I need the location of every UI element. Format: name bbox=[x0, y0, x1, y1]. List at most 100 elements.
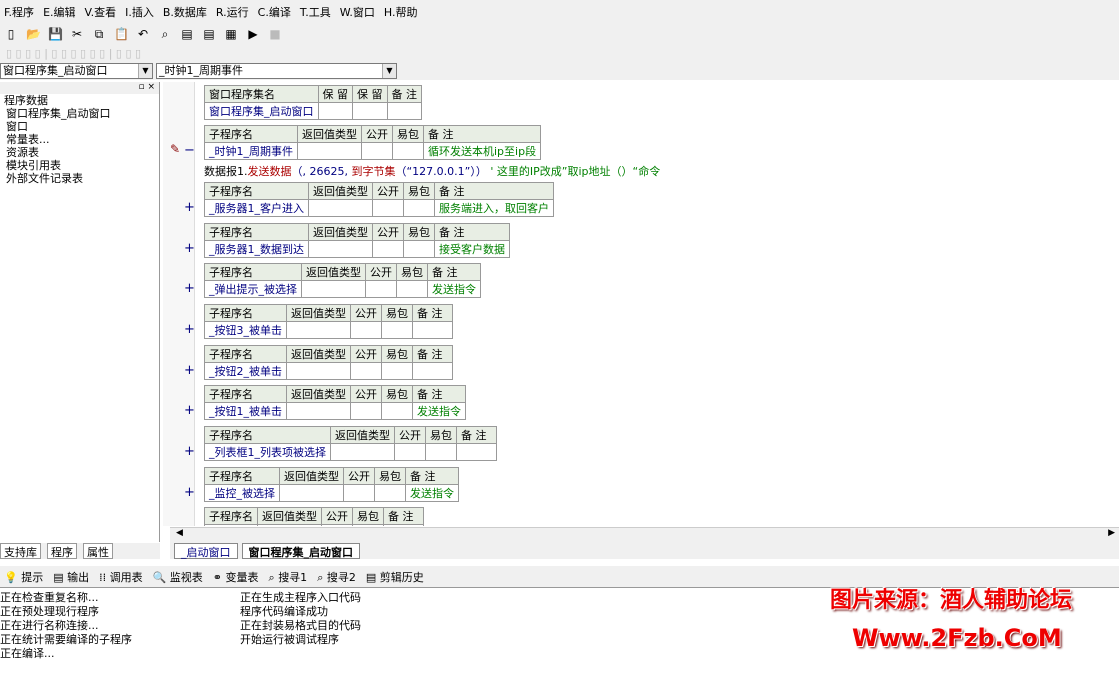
output-tab[interactable]: ⌕ 搜寻2 bbox=[317, 569, 356, 585]
layout3-icon[interactable]: ▦ bbox=[225, 27, 237, 41]
chevron-down-icon[interactable]: ▼ bbox=[138, 64, 152, 78]
sub-name-cell[interactable]: _时钟1_周期事件 bbox=[204, 142, 298, 160]
tree-item[interactable]: 程序数据 bbox=[0, 94, 159, 107]
note-cell[interactable]: 循环发送本机ip至ip段 bbox=[422, 142, 542, 160]
layout2-icon[interactable]: ▤ bbox=[203, 27, 215, 41]
package-cell[interactable] bbox=[381, 402, 413, 420]
output-tab[interactable]: ▤ 输出 bbox=[53, 569, 89, 585]
public-cell[interactable] bbox=[394, 443, 426, 461]
sub-select[interactable]: _时钟1_周期事件 ▼ bbox=[156, 63, 397, 79]
note-cell[interactable] bbox=[412, 362, 453, 380]
output-tab[interactable]: ⚭ 变量表 bbox=[213, 569, 259, 585]
new-icon[interactable]: ▯ bbox=[7, 27, 15, 41]
sub-name-cell[interactable]: _按钮2_被单击 bbox=[204, 362, 287, 380]
sub-name-cell[interactable]: _按钮3_被单击 bbox=[204, 321, 287, 339]
public-cell[interactable] bbox=[321, 524, 353, 526]
note-cell[interactable] bbox=[412, 321, 453, 339]
return-type-cell[interactable] bbox=[286, 402, 351, 420]
sub-name-cell[interactable]: _监控_被选择 bbox=[204, 484, 280, 502]
run-icon[interactable]: ▶ bbox=[248, 27, 258, 41]
left-tab[interactable]: 支持库 bbox=[0, 543, 41, 559]
note-cell[interactable]: 发送指令 bbox=[412, 402, 466, 420]
note-cell[interactable]: 发送指令 bbox=[405, 484, 459, 502]
expand-icon[interactable]: + bbox=[184, 485, 195, 500]
tree-item[interactable]: 窗口程序集_启动窗口 bbox=[0, 107, 159, 120]
output-tab[interactable]: ▤ 剪辑历史 bbox=[366, 569, 424, 585]
doc-tab[interactable]: 窗口程序集_启动窗口 bbox=[241, 543, 360, 559]
note-cell[interactable] bbox=[456, 443, 497, 461]
return-type-cell[interactable] bbox=[297, 142, 362, 160]
assembly-select[interactable]: 窗口程序集_启动窗口 ▼ bbox=[0, 63, 153, 79]
menu-item[interactable]: E.编辑 bbox=[43, 6, 76, 19]
tree-item[interactable]: 资源表 bbox=[0, 146, 159, 159]
cell[interactable] bbox=[386, 102, 422, 120]
sub-name-cell[interactable]: _列表框1_列表项被选择 bbox=[204, 443, 331, 461]
public-cell[interactable] bbox=[350, 402, 382, 420]
public-cell[interactable] bbox=[350, 362, 382, 380]
cell[interactable] bbox=[352, 102, 388, 120]
assembly-name-cell[interactable]: 窗口程序集_启动窗口 bbox=[204, 102, 319, 120]
left-tab[interactable]: 属性 bbox=[83, 543, 113, 559]
note-cell[interactable]: 接受客户数据 bbox=[434, 240, 510, 258]
sub-name-cell[interactable]: _服务器1_数据到达 bbox=[204, 240, 309, 258]
expand-icon[interactable]: + bbox=[184, 525, 195, 526]
package-cell[interactable] bbox=[403, 199, 435, 217]
paste-icon[interactable]: 📋 bbox=[114, 27, 129, 41]
sub-name-cell[interactable]: _弹出提示_被选择 bbox=[204, 280, 302, 298]
return-type-cell[interactable] bbox=[301, 280, 366, 298]
sub-name-cell[interactable] bbox=[204, 524, 258, 526]
expand-icon[interactable]: + bbox=[184, 281, 195, 296]
tree-item[interactable]: 常量表... bbox=[0, 133, 159, 146]
return-type-cell[interactable] bbox=[330, 443, 395, 461]
open-icon[interactable]: 📂 bbox=[26, 27, 41, 41]
undo-icon[interactable]: ↶ bbox=[137, 27, 149, 41]
expand-icon[interactable]: + bbox=[184, 322, 195, 337]
public-cell[interactable] bbox=[350, 321, 382, 339]
note-cell[interactable]: 发送指令 bbox=[427, 280, 481, 298]
menu-item[interactable]: R.运行 bbox=[215, 6, 249, 19]
horizontal-scrollbar[interactable]: ◀ ▶ bbox=[170, 527, 1119, 543]
menu-item[interactable]: W.窗口 bbox=[339, 6, 375, 19]
output-tab[interactable]: ⌕ 搜寻1 bbox=[269, 569, 308, 585]
public-cell[interactable] bbox=[361, 142, 393, 160]
tree-item[interactable]: 窗口 bbox=[0, 120, 159, 133]
sub-name-cell[interactable]: _服务器1_客户进入 bbox=[204, 199, 309, 217]
return-type-cell[interactable] bbox=[308, 199, 373, 217]
package-cell[interactable] bbox=[392, 142, 424, 160]
sub-name-cell[interactable]: _按钮1_被单击 bbox=[204, 402, 287, 420]
output-tab[interactable]: ⁞⁞ 调用表 bbox=[99, 569, 143, 585]
doc-tab[interactable]: _启动窗口 bbox=[174, 543, 238, 559]
expand-icon[interactable]: + bbox=[184, 200, 195, 215]
menu-item[interactable]: C.编译 bbox=[257, 6, 291, 19]
public-cell[interactable] bbox=[343, 484, 375, 502]
code-line[interactable]: 数据报1.发送数据（, 26625, 到字节集（“127.0.0.1”）） ' … bbox=[204, 163, 660, 179]
copy-icon[interactable]: ⧉ bbox=[94, 26, 104, 41]
public-cell[interactable] bbox=[372, 199, 404, 217]
package-cell[interactable] bbox=[396, 280, 428, 298]
code-editor[interactable]: 窗口程序集名保 留保 留备 注窗口程序集_启动窗口 − ✎ 子程序名 返回值类型 公开 易包… bbox=[170, 82, 1119, 526]
expand-icon[interactable]: + bbox=[184, 403, 195, 418]
left-tab[interactable]: 程序 bbox=[47, 543, 77, 559]
public-cell[interactable] bbox=[365, 280, 397, 298]
return-type-cell[interactable] bbox=[286, 321, 351, 339]
menu-item[interactable]: B.数据库 bbox=[162, 6, 207, 19]
output-tab[interactable]: 🔍 监视表 bbox=[153, 569, 203, 585]
return-type-cell[interactable] bbox=[286, 362, 351, 380]
expand-icon[interactable]: + bbox=[184, 241, 195, 256]
stop-icon[interactable]: ■ bbox=[269, 27, 281, 41]
save-icon[interactable]: 💾 bbox=[48, 27, 63, 41]
tree-item[interactable]: 模块引用表 bbox=[0, 159, 159, 172]
package-cell[interactable] bbox=[352, 524, 384, 526]
menu-item[interactable]: H.帮助 bbox=[383, 6, 418, 19]
find-icon[interactable]: ⌕ bbox=[161, 26, 169, 41]
return-type-cell[interactable] bbox=[279, 484, 344, 502]
chevron-down-icon[interactable]: ▼ bbox=[382, 64, 396, 78]
expand-icon[interactable]: + bbox=[184, 363, 195, 378]
menu-item[interactable]: V.查看 bbox=[84, 6, 117, 19]
panel-close-icon[interactable]: ▫ × bbox=[0, 82, 159, 94]
return-type-cell[interactable] bbox=[308, 240, 373, 258]
package-cell[interactable] bbox=[381, 362, 413, 380]
menu-item[interactable]: F.程序 bbox=[4, 6, 35, 19]
package-cell[interactable] bbox=[403, 240, 435, 258]
note-cell[interactable]: 服务端进入，取回客户 bbox=[434, 199, 554, 217]
